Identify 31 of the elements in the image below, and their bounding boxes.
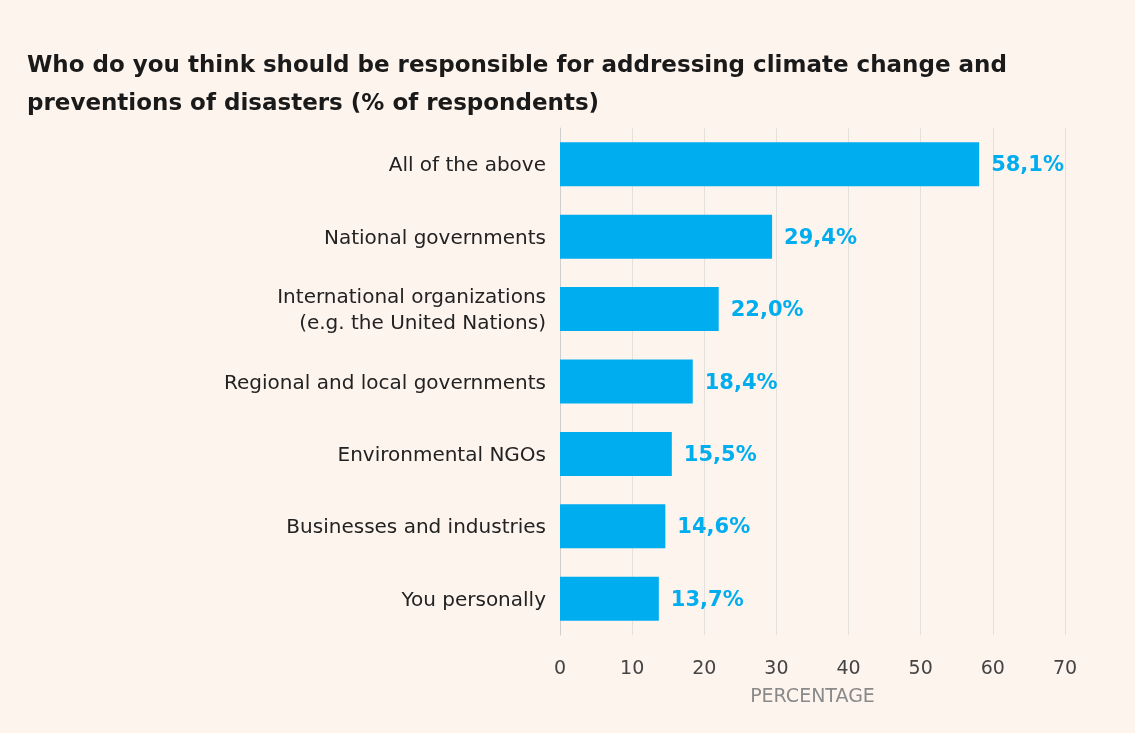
data-label: 22,0%	[730, 297, 804, 322]
x-tick-label: 0	[553, 655, 567, 678]
bar	[560, 214, 773, 259]
x-tick-label: 10	[620, 655, 645, 678]
data-label: 15,5%	[683, 441, 757, 466]
y-tick-label: You personally	[400, 586, 547, 611]
bar	[560, 431, 672, 476]
x-tick-label: 70	[1052, 655, 1078, 678]
x-axis-title: PERCENTAGE	[750, 683, 875, 706]
x-tick-label: 60	[980, 655, 1005, 678]
y-tick-label: Businesses and industries	[286, 514, 546, 539]
data-label: 14,6%	[677, 514, 751, 539]
y-tick-label: Environmental NGOs	[337, 441, 546, 466]
bar	[560, 576, 659, 621]
y-tick-label: Regional and local governments	[224, 369, 546, 394]
y-tick-label: All of the above	[388, 152, 546, 177]
y-tick-label: International organizations (e.g. the United Nations)	[277, 284, 546, 335]
bar	[560, 142, 980, 187]
chart-title: Who do you think should be responsible for addressing climate change and preventions of disasters (% of respondents)	[27, 51, 1007, 115]
data-label: 18,4%	[704, 369, 778, 394]
bar	[560, 504, 666, 549]
y-tick-label: National governments	[323, 224, 546, 249]
data-label: 29,4%	[784, 224, 857, 249]
x-tick-label: 20	[692, 655, 717, 678]
data-label: 13,7%	[670, 586, 744, 611]
data-label: 58,1%	[991, 152, 1065, 177]
x-tick-label: 30	[764, 655, 789, 678]
bar	[560, 287, 719, 332]
x-tick-label: 50	[908, 655, 933, 678]
bar	[560, 359, 693, 404]
x-tick-label: 40	[836, 655, 861, 678]
